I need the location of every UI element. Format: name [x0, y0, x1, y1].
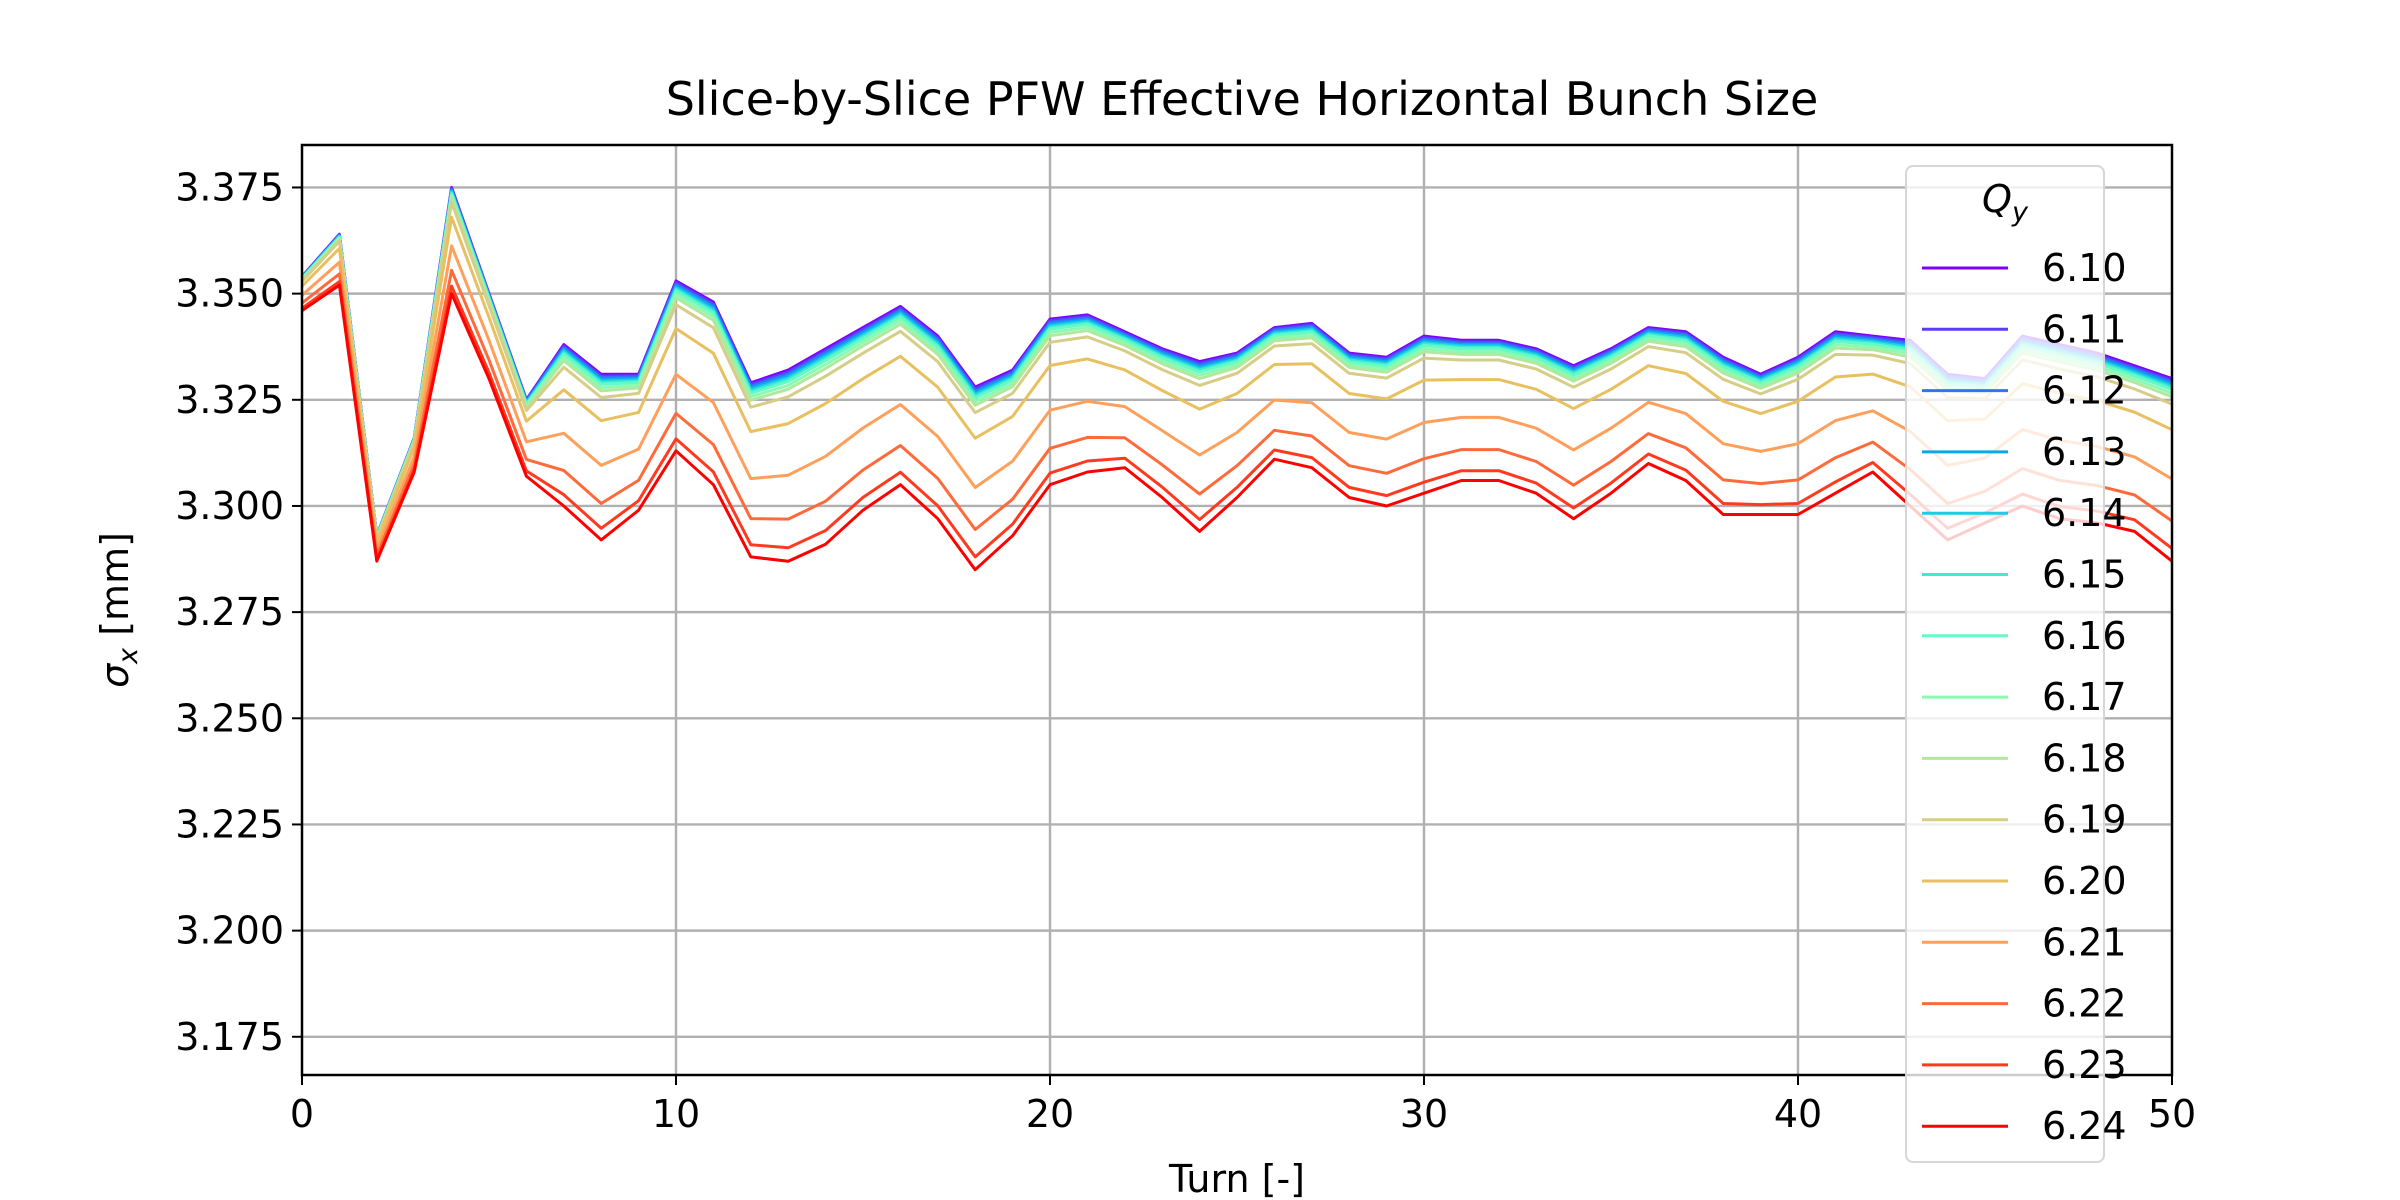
y-tick-label: 3.350 — [175, 272, 284, 316]
legend-box — [1905, 165, 2105, 1163]
y-tick-label: 3.225 — [175, 802, 284, 846]
y-axis: 3.175 3.200 3.225 3.250 3.275 3.300 3.325 3.350… — [175, 165, 302, 1059]
legend-label: 6.16 — [2042, 614, 2127, 658]
series-line-6-19 — [300, 200, 2173, 541]
series-line-6-20 — [300, 215, 2173, 545]
series-line-6-18 — [300, 196, 2173, 540]
chart-title: Slice-by-Slice PFW Effective Horizontal … — [666, 72, 1819, 126]
legend-label: 6.21 — [2042, 920, 2127, 964]
series-lines — [300, 186, 2173, 572]
y-axis-label: σx [mm] — [93, 532, 144, 688]
legend-label: 6.18 — [2042, 736, 2127, 780]
legend-title-subscript: y — [2011, 197, 2029, 228]
y-axis-label-unit: [mm] — [93, 532, 137, 648]
series-line-6-22 — [301, 268, 2173, 558]
legend: Qy 6.106.116.126.136.146.156.166.176.186… — [1905, 165, 2127, 1163]
y-tick-label: 3.375 — [175, 165, 284, 209]
y-tick-label: 3.275 — [175, 590, 284, 634]
x-tick-label: 20 — [1026, 1092, 1074, 1136]
series-line-6-24 — [301, 283, 2173, 572]
x-tick-label: 50 — [2148, 1092, 2196, 1136]
y-tick-label: 3.175 — [175, 1015, 284, 1059]
legend-label: 6.11 — [2042, 307, 2127, 351]
legend-entries: 6.10 6.11 6.12 6.13 6.14 6.15 6.16 6.17 6.18 6.19… — [1922, 246, 2127, 1148]
y-tick-label: 3.325 — [175, 378, 284, 422]
legend-label: 6.13 — [2042, 430, 2127, 474]
x-tick-label: 30 — [1400, 1092, 1448, 1136]
legend-label: 6.19 — [2042, 798, 2127, 842]
legend-label: 6.20 — [2042, 859, 2127, 903]
series-line-6-23 — [301, 280, 2173, 561]
legend-label: 6.14 — [2042, 491, 2127, 535]
plot-frame — [300, 143, 2174, 1077]
y-axis-label-subscript: x — [113, 647, 144, 665]
legend-label: 6.22 — [2042, 982, 2127, 1026]
legend-label: 6.12 — [2042, 369, 2127, 413]
legend-label: 6.17 — [2042, 675, 2127, 719]
x-tick-label: 40 — [1774, 1092, 1822, 1136]
legend-title: Qy — [1982, 177, 2029, 228]
series-line-6-21 — [301, 244, 2173, 552]
y-tick-label: 3.250 — [175, 696, 284, 740]
x-tick-label: 10 — [652, 1092, 700, 1136]
y-tick-label: 3.300 — [175, 484, 284, 528]
y-axis-label-symbol: σ — [93, 662, 137, 688]
y-tick-label: 3.200 — [175, 909, 284, 953]
gridlines — [302, 145, 2172, 1075]
legend-title-symbol: Q — [1982, 177, 2012, 221]
series-line-6-16 — [300, 192, 2173, 539]
legend-label: 6.23 — [2042, 1043, 2127, 1087]
legend-label: 6.15 — [2042, 553, 2127, 597]
legend-label: 6.24 — [2042, 1104, 2127, 1148]
series-line-6-17 — [300, 194, 2173, 540]
x-tick-label: 0 — [290, 1092, 314, 1136]
x-axis: 0 10 20 30 40 50 — [290, 1075, 2196, 1136]
legend-label: 6.10 — [2042, 246, 2127, 290]
x-axis-label: Turn [-] — [1168, 1157, 1305, 1200]
